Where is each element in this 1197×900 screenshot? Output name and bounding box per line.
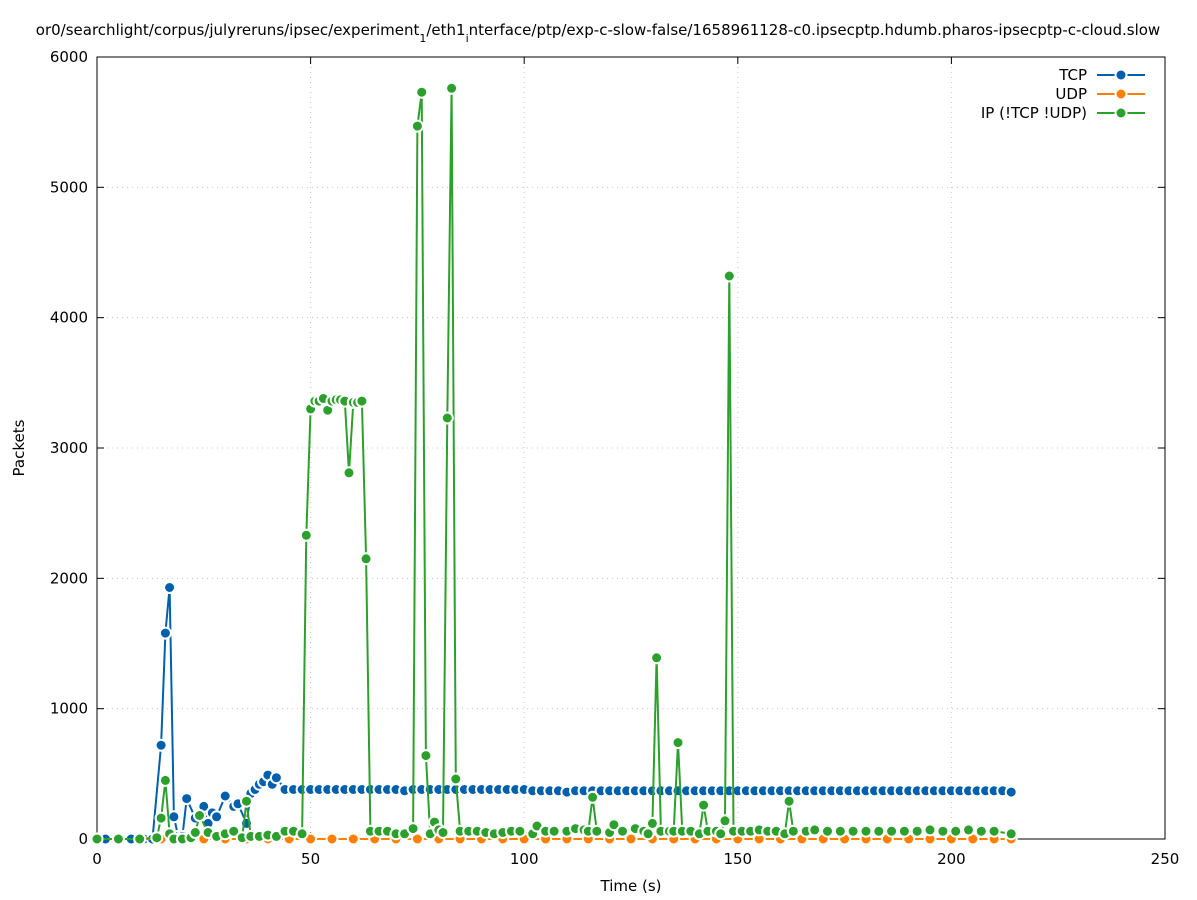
data-point	[782, 794, 796, 808]
data-point	[167, 810, 181, 824]
data-point	[218, 789, 232, 803]
data-point	[90, 832, 104, 846]
data-point	[974, 824, 988, 838]
data-point	[645, 816, 659, 830]
data-point	[180, 792, 194, 806]
data-point	[346, 832, 360, 846]
series-group	[90, 81, 1018, 846]
legend-swatch-marker	[1114, 106, 1128, 120]
data-point	[821, 824, 834, 838]
data-point	[671, 736, 685, 750]
data-point	[440, 411, 454, 425]
y-tick-label: 0	[78, 830, 88, 848]
data-point	[949, 824, 963, 838]
data-point	[299, 528, 313, 542]
y-tick-label: 4000	[50, 309, 88, 327]
data-point	[547, 824, 561, 838]
series-2	[90, 81, 1018, 846]
data-point	[1004, 785, 1018, 799]
data-point	[436, 826, 450, 839]
data-point	[718, 814, 732, 828]
data-point	[885, 824, 899, 838]
data-point	[445, 81, 459, 95]
y-tick-label: 2000	[50, 569, 88, 587]
grid	[97, 57, 1165, 839]
data-point	[513, 824, 527, 838]
x-tick-label: 250	[1151, 850, 1180, 868]
x-tick-label: 200	[937, 850, 966, 868]
data-point	[325, 832, 339, 846]
data-point	[406, 822, 420, 836]
data-point	[295, 827, 309, 841]
data-point	[586, 790, 600, 804]
data-point	[154, 738, 168, 752]
data-point	[590, 824, 604, 838]
y-tick-label: 1000	[50, 700, 88, 718]
x-tick-label: 150	[723, 850, 752, 868]
data-point	[269, 771, 283, 785]
data-point	[410, 119, 424, 133]
data-point	[188, 826, 202, 839]
data-point	[158, 626, 172, 640]
data-point	[133, 832, 147, 846]
data-point	[410, 832, 424, 846]
data-point	[833, 824, 847, 838]
data-point	[910, 824, 924, 838]
data-point	[786, 824, 800, 838]
legend-label: IP (!TCP !UDP)	[981, 104, 1087, 122]
data-point	[846, 824, 860, 838]
y-tick-label: 3000	[50, 439, 88, 457]
x-tick-label: 50	[301, 850, 320, 868]
data-point	[449, 772, 463, 786]
data-point	[987, 824, 1001, 838]
x-tick-label: 100	[510, 850, 539, 868]
data-point	[158, 773, 172, 787]
data-point	[163, 581, 177, 594]
data-point	[859, 824, 873, 838]
legend-label: UDP	[1055, 85, 1087, 103]
data-point	[227, 824, 241, 838]
y-axis-label: Packets	[10, 419, 28, 476]
data-point	[697, 798, 711, 812]
data-point	[150, 831, 164, 845]
chart-title: or0/searchlight/corpus/julyreruns/ipsec/…	[36, 21, 1160, 45]
data-point	[923, 823, 937, 837]
series-0	[90, 581, 1018, 846]
data-point	[624, 832, 638, 846]
data-point	[193, 809, 206, 822]
data-point	[872, 824, 886, 838]
data-point	[962, 823, 975, 837]
legend-swatch-marker	[1114, 68, 1128, 82]
data-point	[240, 794, 253, 808]
data-point	[616, 824, 629, 838]
data-point	[936, 824, 950, 838]
data-point	[714, 827, 728, 841]
legend-label: TCP	[1058, 66, 1087, 84]
series-line	[97, 87, 1012, 840]
data-point	[722, 269, 736, 283]
data-point	[111, 832, 125, 846]
data-point	[355, 394, 369, 408]
data-point	[897, 824, 911, 838]
data-point	[342, 466, 356, 480]
data-point	[808, 823, 822, 837]
data-point	[607, 818, 621, 832]
data-point	[154, 811, 168, 825]
data-point	[641, 827, 655, 841]
data-point	[419, 749, 433, 763]
data-point	[210, 810, 224, 824]
data-point	[415, 85, 429, 99]
x-tick-label: 0	[92, 850, 102, 868]
axis-ticks: 0 50 100 150 200 250 0 1000 2000 3000 4000 5000 6000	[50, 48, 1180, 868]
y-tick-label: 6000	[50, 48, 88, 66]
x-axis-label: Time (s)	[600, 877, 662, 895]
legend-swatch-marker	[1114, 87, 1128, 101]
data-point	[1004, 827, 1018, 841]
data-point	[650, 651, 664, 665]
y-tick-label: 5000	[50, 178, 88, 196]
data-point	[359, 552, 373, 566]
